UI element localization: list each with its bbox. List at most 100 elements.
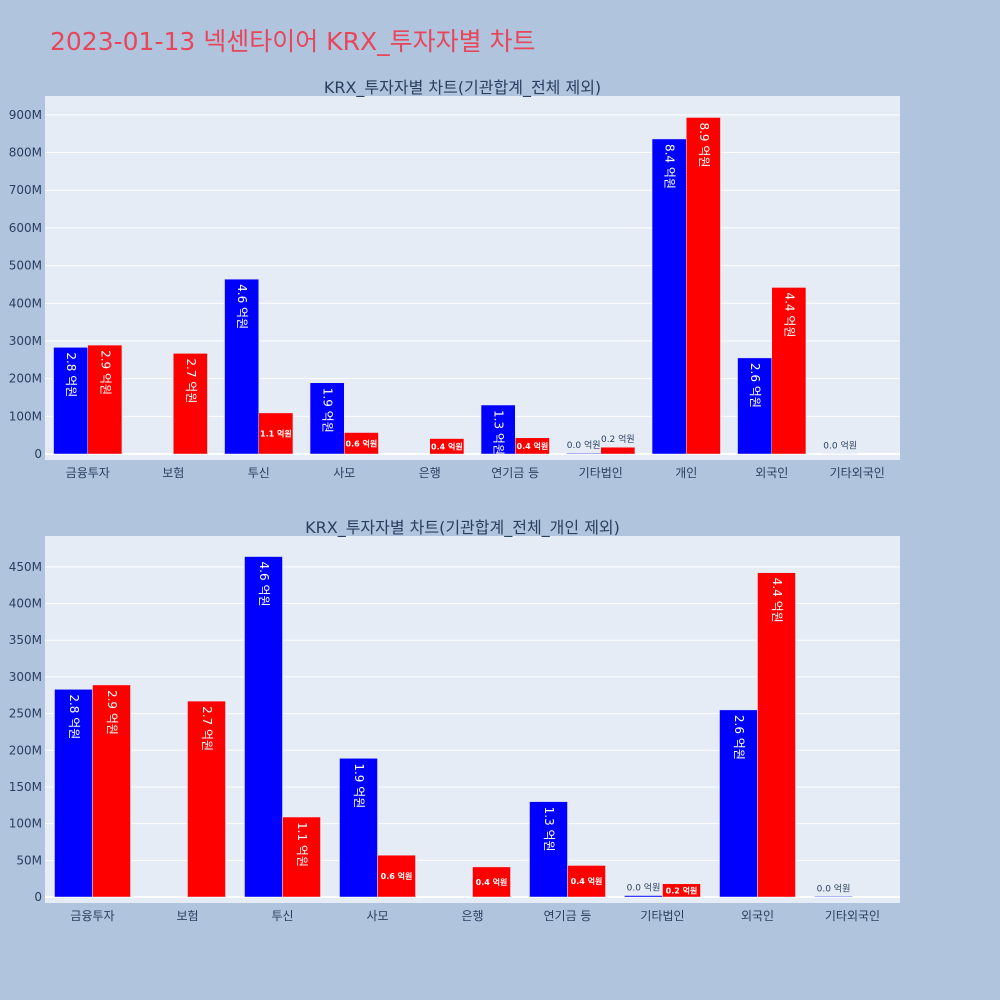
bottom-ytick-label: 450M (9, 560, 42, 574)
bottom-ytick-label: 100M (9, 817, 42, 831)
top-xtick-label: 기타외국인 (830, 466, 885, 480)
top-bar (173, 353, 208, 455)
top-ytick-label: 300M (9, 334, 42, 348)
bottom-bar (92, 684, 131, 898)
top-xtick-label: 기타법인 (579, 466, 623, 480)
top-bar (651, 138, 687, 455)
top-bar (258, 412, 294, 455)
chart-top: 0 100M 200M 300M 400M 500M 600M 700M 800M 900M 금융투… (9, 78, 900, 480)
top-ytick-label: 800M (9, 146, 42, 160)
bottom-data-label: 1.3 억원 (542, 807, 556, 852)
top-bar (737, 357, 772, 455)
bottom-data-label: 0.6 억원 (381, 871, 413, 881)
bottom-data-label: 4.4 억원 (770, 578, 784, 623)
top-data-label: 0.0 억원 (567, 439, 601, 451)
top-ytick-label: 900M (9, 108, 42, 122)
top-xtick-label: 개인 (675, 466, 697, 480)
bottom-xtick-label: 사모 (366, 909, 388, 923)
bottom-bar (54, 689, 93, 898)
top-bar (480, 404, 516, 455)
top-data-label: 0.4 억원 (431, 441, 463, 451)
top-data-label: 2.6 억원 (748, 363, 762, 408)
top-xtick-label: 은행 (419, 465, 441, 480)
top-xtick-label: 보험 (162, 466, 184, 480)
bottom-bar (529, 801, 568, 898)
top-data-label: 0.0 억원 (823, 440, 857, 452)
bottom-ytick-label: 300M (9, 670, 42, 684)
top-data-label: 0.4 억원 (517, 441, 549, 451)
bottom-chart-title: KRX_투자자별 차트(기관합계_전체_개인 제외) (305, 518, 620, 538)
bottom-ytick-label: 400M (9, 597, 42, 611)
bottom-bar (757, 572, 796, 898)
bottom-bar (244, 556, 283, 898)
top-bar (600, 446, 636, 455)
top-bar (515, 437, 550, 455)
top-ytick-label: 0 (34, 447, 42, 461)
bottom-bar (282, 816, 321, 898)
bottom-bar (624, 895, 663, 898)
bottom-bar (187, 700, 226, 898)
top-data-label: 8.4 억원 (663, 144, 677, 189)
bottom-bar (662, 883, 701, 898)
bottom-ytick-label: 200M (9, 743, 42, 757)
bottom-ytick-label: 0 (34, 890, 42, 904)
bottom-ytick-label: 350M (9, 633, 42, 647)
bottom-bar (472, 866, 511, 898)
top-xtick-label: 외국인 (755, 466, 788, 480)
bottom-data-label: 2.8 억원 (67, 694, 81, 739)
top-data-label: 2.9 억원 (98, 350, 112, 395)
top-ytick-label: 100M (9, 409, 42, 423)
bottom-data-label: 1.9 억원 (352, 763, 366, 808)
bottom-data-label: 0.2 억원 (666, 885, 698, 895)
bottom-data-label: 2.7 억원 (200, 706, 214, 751)
top-ytick-label: 400M (9, 296, 42, 310)
bottom-ytick-label: 50M (16, 853, 42, 867)
bottom-xtick-label: 기타외국인 (825, 909, 880, 923)
top-bar (429, 438, 465, 455)
bottom-data-label: 2.6 억원 (732, 715, 746, 760)
top-ytick-label: 500M (9, 259, 42, 273)
bottom-data-label: 0.4 억원 (571, 876, 603, 886)
top-bar (309, 382, 345, 455)
top-ytick-label: 200M (9, 372, 42, 386)
chart-bottom: 0 50M 100M 150M 200M 250M 300M 350M 400M 450M 금융투자… (9, 518, 900, 923)
top-bar (224, 278, 260, 455)
top-ytick-label: 600M (9, 221, 42, 235)
bottom-bar (814, 896, 853, 898)
top-xtick-label: 투신 (248, 466, 270, 480)
top-xtick-label: 사모 (333, 466, 355, 480)
bottom-bar (377, 854, 416, 898)
top-data-label: 2.8 억원 (64, 352, 78, 397)
top-data-label: 8.9 억원 (697, 122, 711, 167)
top-data-label: 1.1 억원 (260, 428, 292, 438)
top-chart-title: KRX_투자자별 차트(기관합계_전체 제외) (324, 78, 601, 98)
bottom-xtick-label: 기타법인 (640, 909, 684, 923)
top-xtick-label: 연기금 등 (491, 466, 539, 480)
top-data-label: 1.9 억원 (321, 388, 335, 433)
top-bar (344, 432, 379, 455)
bottom-xtick-label: 연기금 등 (544, 909, 592, 923)
top-bar (686, 117, 721, 455)
bottom-data-label: 4.6 억원 (257, 562, 271, 607)
top-data-label: 4.6 억원 (235, 284, 249, 329)
bottom-ytick-label: 150M (9, 780, 42, 794)
top-data-label: 0.2 억원 (601, 433, 635, 445)
top-bar (53, 347, 88, 455)
bottom-bar (567, 865, 606, 898)
top-bar (87, 344, 123, 455)
bottom-xtick-label: 외국인 (741, 909, 774, 923)
top-data-label: 1.3 억원 (492, 410, 506, 455)
top-xtick-label: 금융투자 (66, 466, 110, 480)
top-ytick-label: 700M (9, 183, 42, 197)
top-data-label: 0.6 억원 (346, 438, 378, 448)
top-bar (566, 452, 601, 455)
bottom-ytick-label: 250M (9, 707, 42, 721)
bottom-bar (339, 758, 378, 898)
bottom-xtick-label: 투신 (271, 909, 293, 923)
bottom-data-label: 2.9 억원 (105, 690, 119, 735)
page-title: 2023-01-13 넥센타이어 KRX_투자자별 차트 (50, 27, 536, 56)
top-data-label: 4.4 억원 (782, 292, 796, 337)
bottom-data-label: 1.1 억원 (295, 822, 309, 867)
top-data-label: 2.7 억원 (184, 358, 198, 403)
bottom-xtick-label: 보험 (176, 909, 198, 923)
